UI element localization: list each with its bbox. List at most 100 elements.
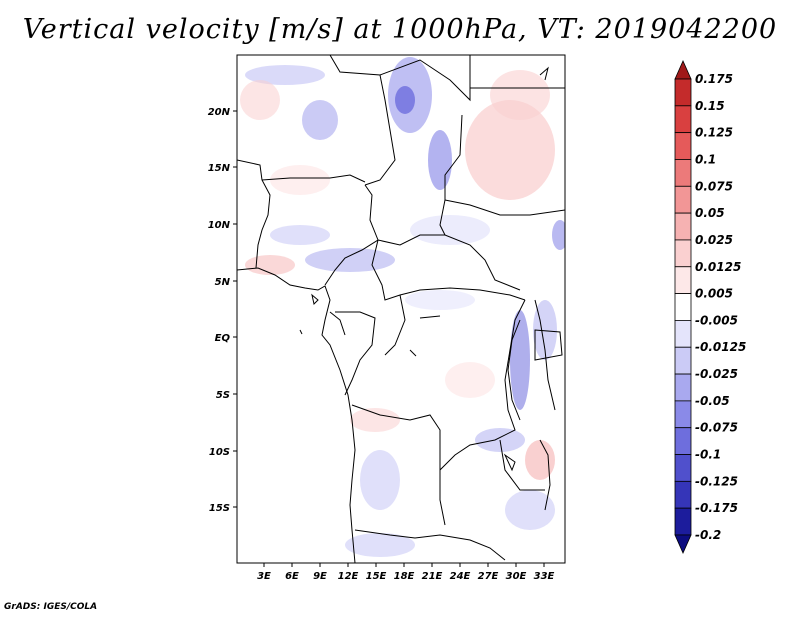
colorbar-label: 0.0125 bbox=[695, 260, 741, 274]
lat-label: EQ bbox=[215, 333, 231, 344]
colorbar-swatch bbox=[674, 293, 692, 321]
updraft-patch bbox=[552, 220, 565, 250]
velocity-field bbox=[240, 57, 565, 557]
border bbox=[261, 174, 366, 183]
downdraft-patch bbox=[445, 362, 495, 398]
colorbar-swatch bbox=[674, 185, 692, 214]
lat-label: 5S bbox=[216, 390, 230, 401]
downdraft-patch bbox=[240, 80, 280, 120]
island bbox=[299, 329, 303, 335]
colorbar-label: 0.025 bbox=[695, 233, 733, 247]
colorbar-label: -0.025 bbox=[695, 367, 738, 381]
colorbar-label: 0.175 bbox=[695, 72, 733, 86]
coastline bbox=[539, 66, 549, 81]
downdraft-patch bbox=[350, 408, 400, 432]
updraft-patch bbox=[510, 310, 530, 410]
lat-label: 20N bbox=[208, 107, 231, 118]
colorbar-swatch bbox=[674, 239, 692, 268]
colorbar-swatch bbox=[674, 480, 692, 509]
border bbox=[499, 439, 545, 491]
downdraft-patch bbox=[270, 165, 330, 195]
border bbox=[539, 439, 551, 511]
colorbar-end-top bbox=[674, 60, 692, 80]
border bbox=[384, 294, 406, 356]
colorbar-label: 0.1 bbox=[695, 152, 716, 166]
updraft-patch bbox=[360, 450, 400, 510]
updraft-patch bbox=[505, 490, 555, 530]
lon-label: 30E bbox=[506, 571, 527, 582]
border bbox=[351, 404, 441, 470]
map-panel: 20N 15N 10N 5N EQ 5S 10S 15S 3E 6E 9E 12… bbox=[208, 54, 566, 582]
colorbar-swatch bbox=[674, 427, 692, 455]
colorbar-swatch bbox=[674, 373, 692, 402]
downdraft-patch bbox=[465, 100, 555, 200]
river-fragment bbox=[409, 349, 417, 357]
map-background bbox=[237, 55, 565, 563]
colorbar-label: 0.075 bbox=[695, 179, 733, 193]
map-title: Vertical velocity [m/s] at 1000hPa, VT: … bbox=[22, 14, 778, 45]
border bbox=[379, 55, 471, 102]
island bbox=[311, 293, 319, 305]
lat-label: 10S bbox=[209, 447, 230, 458]
border bbox=[371, 239, 526, 301]
colorbar: 0.175 0.15 0.125 0.1 0.075 0.05 0.025 0.0125 0.0… bbox=[674, 60, 746, 554]
colorbar-label: 0.05 bbox=[695, 206, 725, 220]
coastline bbox=[237, 267, 356, 563]
map-frame bbox=[236, 54, 566, 564]
border bbox=[329, 55, 396, 186]
colorbar-end-bottom bbox=[674, 534, 692, 554]
colorbar-swatch bbox=[674, 132, 692, 160]
updraft-patch bbox=[305, 248, 395, 272]
border bbox=[329, 311, 346, 336]
lon-label: 24E bbox=[450, 571, 471, 582]
colorbar-swatch bbox=[674, 346, 692, 375]
colorbar-swatch bbox=[674, 212, 692, 241]
updraft-patch bbox=[245, 65, 325, 85]
colorbar-swatch bbox=[674, 454, 692, 482]
updraft-patch bbox=[410, 215, 490, 245]
downdraft-patch bbox=[245, 255, 295, 275]
updraft-patch bbox=[345, 533, 415, 557]
border bbox=[354, 529, 506, 561]
lake-outline bbox=[507, 319, 521, 421]
colorbar-swatch bbox=[674, 507, 692, 536]
colorbar-label: 0.125 bbox=[695, 126, 733, 140]
colorbar-swatch bbox=[674, 400, 692, 429]
border bbox=[237, 159, 271, 269]
colorbar-label: -0.125 bbox=[695, 474, 738, 488]
colorbar-label: 0.005 bbox=[695, 287, 733, 301]
colorbar-label: -0.05 bbox=[695, 394, 730, 408]
border bbox=[324, 184, 379, 286]
border bbox=[335, 311, 376, 396]
border bbox=[534, 299, 556, 411]
colorbar-swatch bbox=[674, 266, 692, 294]
lon-label: 12E bbox=[338, 571, 359, 582]
colorbar-swatch bbox=[674, 105, 692, 134]
updraft-patch bbox=[270, 225, 330, 245]
updraft-patch bbox=[302, 100, 338, 140]
downdraft-patch bbox=[490, 70, 550, 120]
colorbar-label: -0.1 bbox=[695, 448, 721, 462]
colorbar-swatch bbox=[674, 320, 692, 348]
lon-label: 27E bbox=[478, 571, 499, 582]
colorbar-label: -0.075 bbox=[695, 421, 738, 435]
lon-label: 18E bbox=[394, 571, 415, 582]
lon-label: 6E bbox=[285, 571, 299, 582]
boundaries bbox=[237, 55, 565, 563]
colorbar-label: -0.0125 bbox=[695, 340, 746, 354]
lon-label: 33E bbox=[534, 571, 555, 582]
colorbar-label: 0.15 bbox=[695, 99, 725, 113]
lake-outline bbox=[503, 453, 516, 472]
downdraft-patch bbox=[525, 440, 555, 480]
longitude-axis: 3E 6E 9E 12E 15E 18E 21E 24E 27E 30E 33E bbox=[257, 563, 555, 582]
latitude-axis: 20N 15N 10N 5N EQ 5S 10S 15S bbox=[208, 107, 237, 514]
lat-label: 15N bbox=[208, 163, 231, 174]
lat-label: 10N bbox=[208, 220, 231, 231]
border bbox=[444, 199, 565, 216]
colorbar-swatch bbox=[674, 78, 692, 107]
border bbox=[439, 114, 463, 236]
lake-outline bbox=[534, 329, 563, 361]
river-fragment bbox=[419, 315, 441, 319]
colorbar-swatch bbox=[674, 159, 692, 187]
colorbar-label: -0.2 bbox=[695, 528, 721, 542]
